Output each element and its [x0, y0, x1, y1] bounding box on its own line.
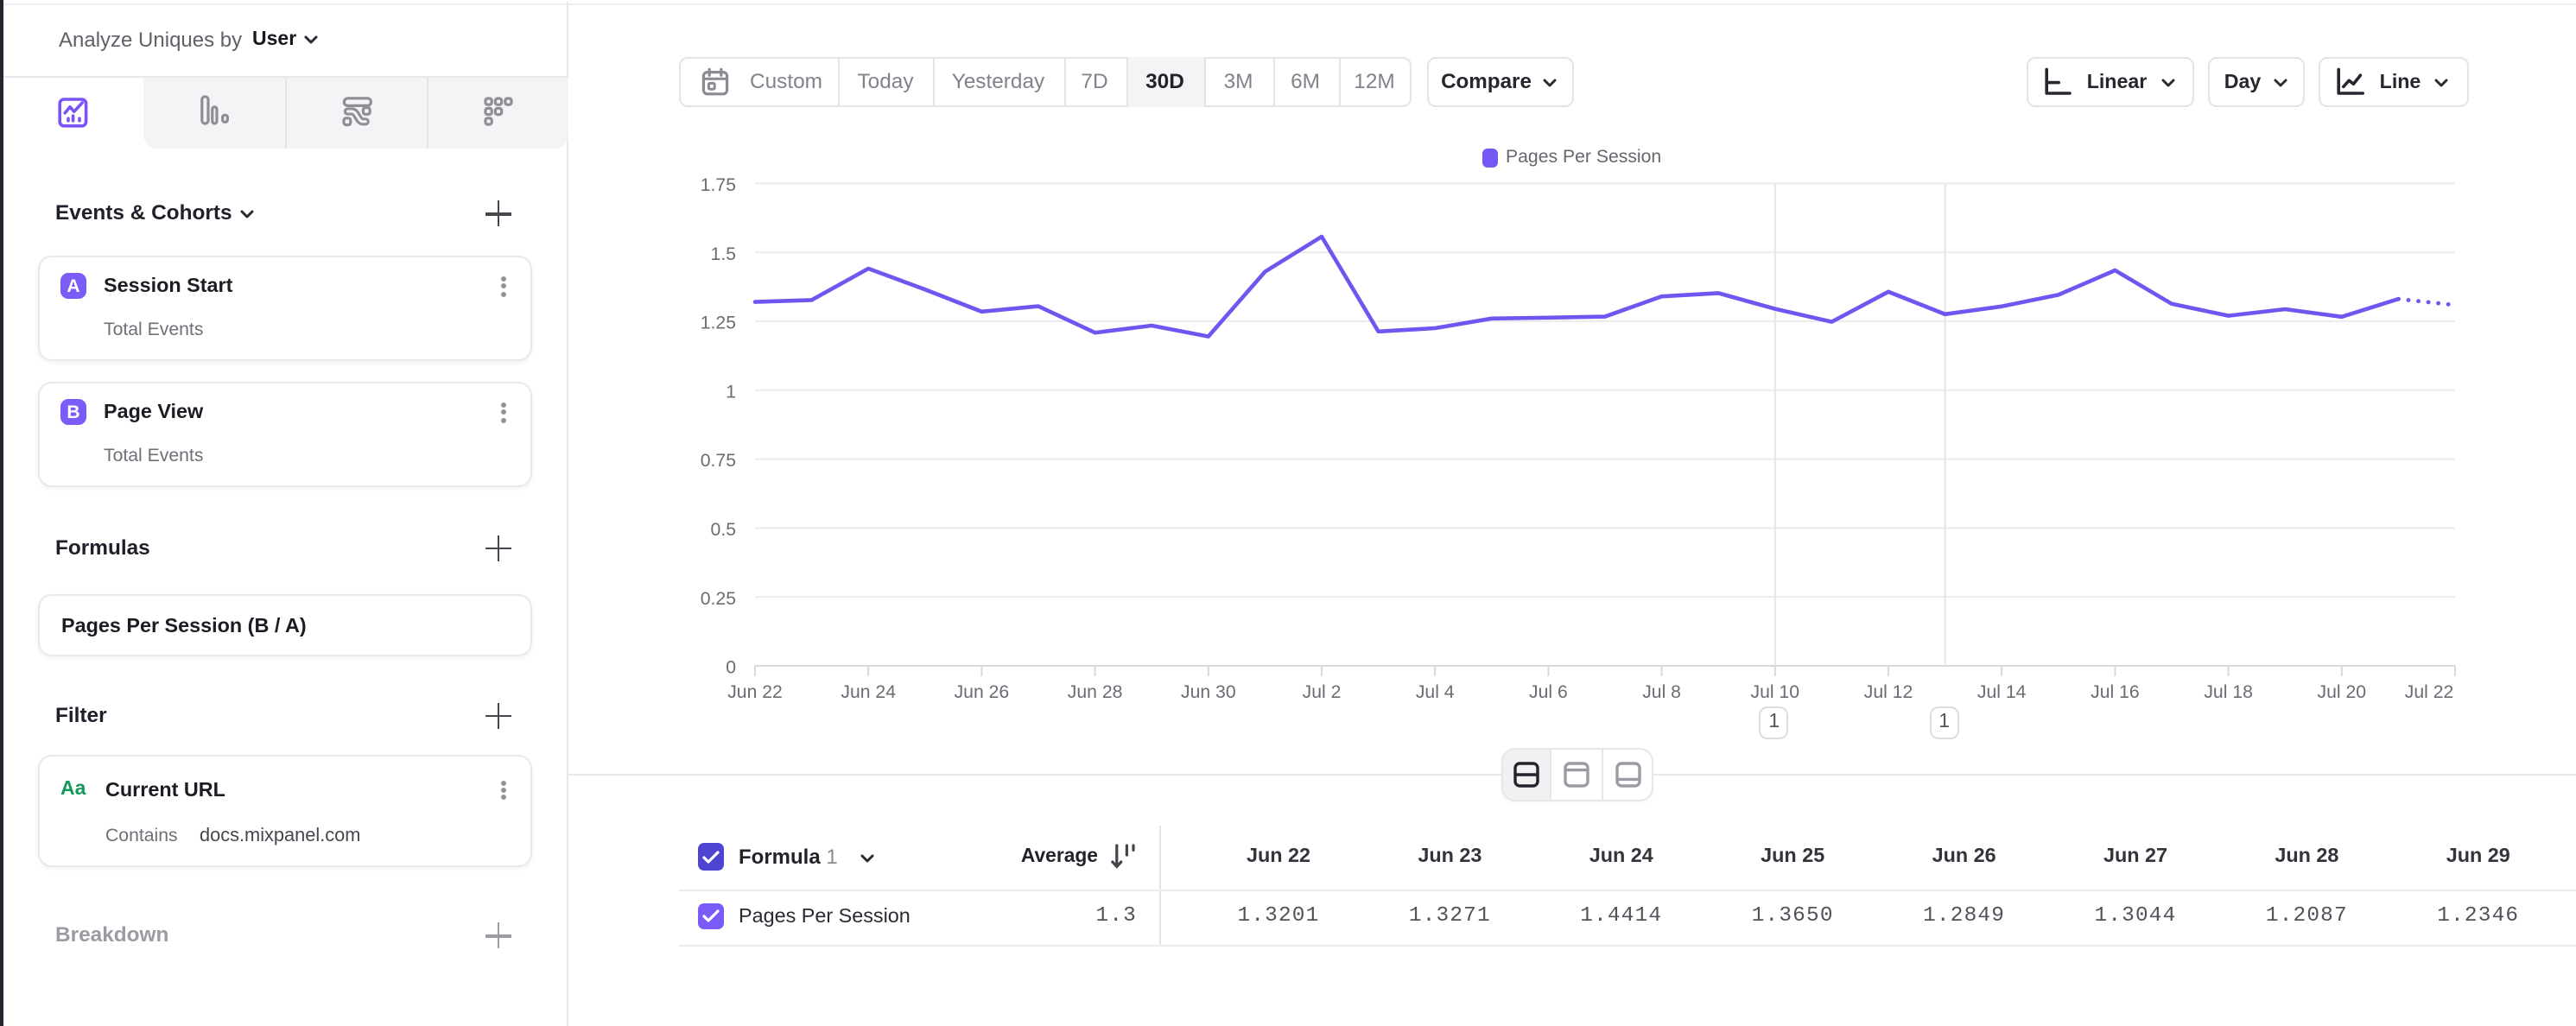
- svg-text:Jul 6: Jul 6: [1528, 682, 1567, 702]
- svg-text:0: 0: [725, 658, 735, 678]
- svg-text:Jul 12: Jul 12: [1863, 682, 1913, 702]
- svg-text:Jun 22: Jun 22: [726, 682, 782, 702]
- svg-text:1: 1: [725, 382, 735, 402]
- svg-text:Jul 20: Jul 20: [2317, 682, 2366, 702]
- svg-text:0.25: 0.25: [700, 589, 735, 609]
- svg-text:Jul 14: Jul 14: [1976, 682, 2026, 702]
- svg-text:1.25: 1.25: [700, 314, 735, 333]
- svg-text:0.75: 0.75: [700, 451, 735, 471]
- svg-text:Jul 4: Jul 4: [1415, 682, 1454, 702]
- svg-text:1.5: 1.5: [710, 244, 735, 264]
- svg-text:0.5: 0.5: [710, 520, 735, 540]
- svg-text:Jul 22: Jul 22: [2404, 682, 2453, 702]
- svg-text:Jun 24: Jun 24: [840, 682, 895, 702]
- svg-text:Jul 10: Jul 10: [1750, 682, 1799, 702]
- svg-text:Jul 8: Jul 8: [1641, 682, 1680, 702]
- svg-text:Jul 2: Jul 2: [1302, 682, 1341, 702]
- svg-text:Jun 30: Jun 30: [1180, 682, 1235, 702]
- svg-text:Jul 16: Jul 16: [2090, 682, 2139, 702]
- svg-text:Jun 28: Jun 28: [1067, 682, 1122, 702]
- svg-text:Jun 26: Jun 26: [954, 682, 1009, 702]
- svg-text:1.75: 1.75: [700, 175, 735, 195]
- svg-text:Jul 18: Jul 18: [2203, 682, 2252, 702]
